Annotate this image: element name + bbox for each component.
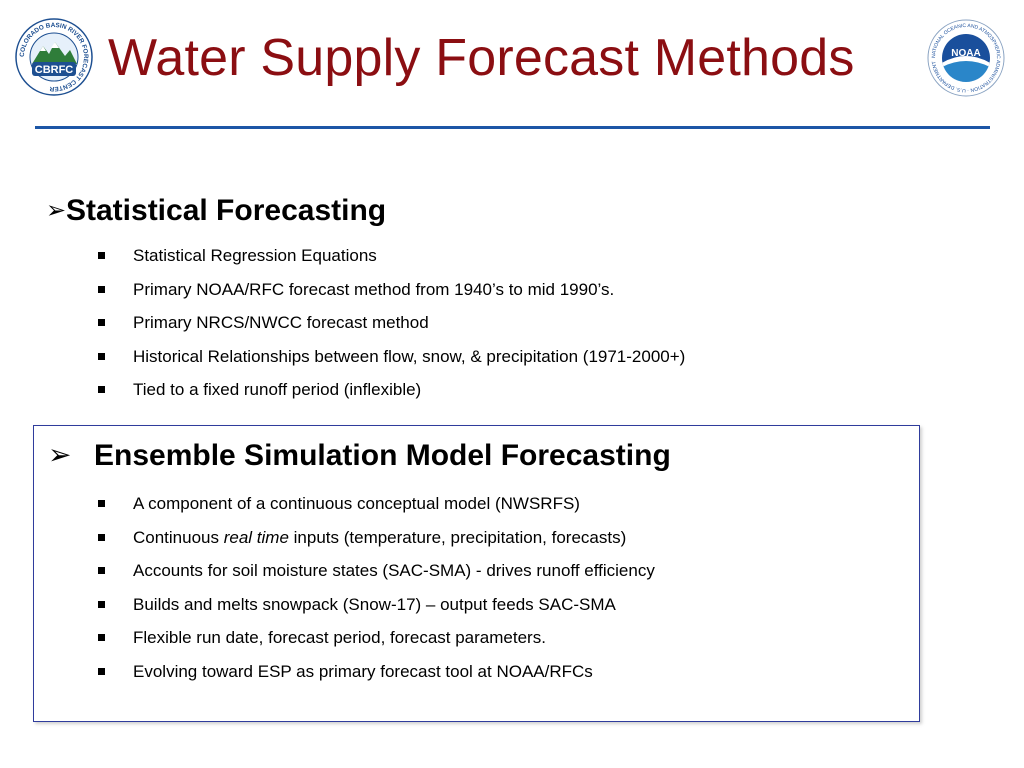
statistical-bullet-list: Statistical Regression Equations Primary… [96, 246, 685, 414]
list-item: Evolving toward ESP as primary forecast … [96, 662, 655, 696]
list-item-text: Primary NOAA/RFC forecast method from 19… [133, 279, 615, 299]
list-item: Accounts for soil moisture states (SAC-S… [96, 561, 655, 595]
list-item: Flexible run date, forecast period, fore… [96, 628, 655, 662]
section-heading-text: Ensemble Simulation Model Forecasting [94, 439, 671, 472]
statistical-forecasting-heading: ➢Statistical Forecasting [46, 192, 386, 230]
list-item: Tied to a fixed runoff period (inflexibl… [96, 380, 685, 414]
list-item: Statistical Regression Equations [96, 246, 685, 280]
list-item-text: Flexible run date, forecast period, fore… [133, 628, 546, 648]
svg-text:CBRFC: CBRFC [35, 64, 74, 76]
list-item-text: A component of a continuous conceptual m… [133, 494, 580, 513]
ensemble-forecasting-heading: ➢ Ensemble Simulation Model Forecasting [48, 436, 671, 475]
list-item-text: Primary NRCS/NWCC forecast method [133, 313, 429, 333]
cbrfc-logo: CBRFC COLORADO BASIN RIVER FORECAST CENT… [15, 18, 93, 96]
list-item-text-before: Continuous [133, 527, 224, 547]
list-item-text: Tied to a fixed runoff period (inflexibl… [133, 380, 422, 400]
ensemble-bullet-list: A component of a continuous conceptual m… [96, 494, 655, 696]
list-item: Primary NOAA/RFC forecast method from 19… [96, 280, 685, 314]
section-heading-text: Statistical Forecasting [66, 194, 387, 227]
list-item-text: Evolving toward ESP as primary forecast … [133, 661, 593, 681]
arrow-bullet-icon: ➢ [48, 439, 72, 470]
square-bullet-icon [98, 567, 105, 575]
list-item-text: Statistical Regression Equations [133, 246, 377, 265]
list-item-text-after: inputs (temperature, precipitation, fore… [288, 527, 627, 547]
square-bullet-icon [98, 634, 105, 642]
square-bullet-icon [98, 285, 105, 293]
square-bullet-icon [98, 352, 105, 360]
list-item: Continuous real time inputs (temperature… [96, 528, 655, 562]
square-bullet-icon [98, 252, 105, 259]
square-bullet-icon [98, 319, 105, 327]
list-item-text: Builds and melts snowpack (Snow-17) – ou… [133, 594, 616, 614]
list-item-text: Accounts for soil moisture states (SAC-S… [133, 561, 655, 581]
square-bullet-icon [98, 600, 105, 608]
list-item: Historical Relationships between flow, s… [96, 347, 685, 381]
list-item: Primary NRCS/NWCC forecast method [96, 313, 685, 347]
svg-text:NOAA: NOAA [951, 48, 980, 59]
ensemble-section-box [33, 425, 920, 722]
page-title: Water Supply Forecast Methods [108, 29, 855, 87]
square-bullet-icon [98, 386, 105, 394]
list-item-text: Historical Relationships between flow, s… [133, 346, 686, 366]
square-bullet-icon [98, 533, 105, 541]
square-bullet-icon [98, 500, 105, 507]
noaa-logo: NOAA NATIONAL OCEANIC AND ATMOSPHERIC AD… [924, 14, 1006, 98]
list-item: Builds and melts snowpack (Snow-17) – ou… [96, 595, 655, 629]
square-bullet-icon [98, 667, 105, 675]
title-divider [35, 126, 990, 129]
list-item: A component of a continuous conceptual m… [96, 494, 655, 528]
arrow-bullet-icon: ➢ [46, 197, 67, 224]
list-item-emphasis: real time [223, 527, 289, 547]
